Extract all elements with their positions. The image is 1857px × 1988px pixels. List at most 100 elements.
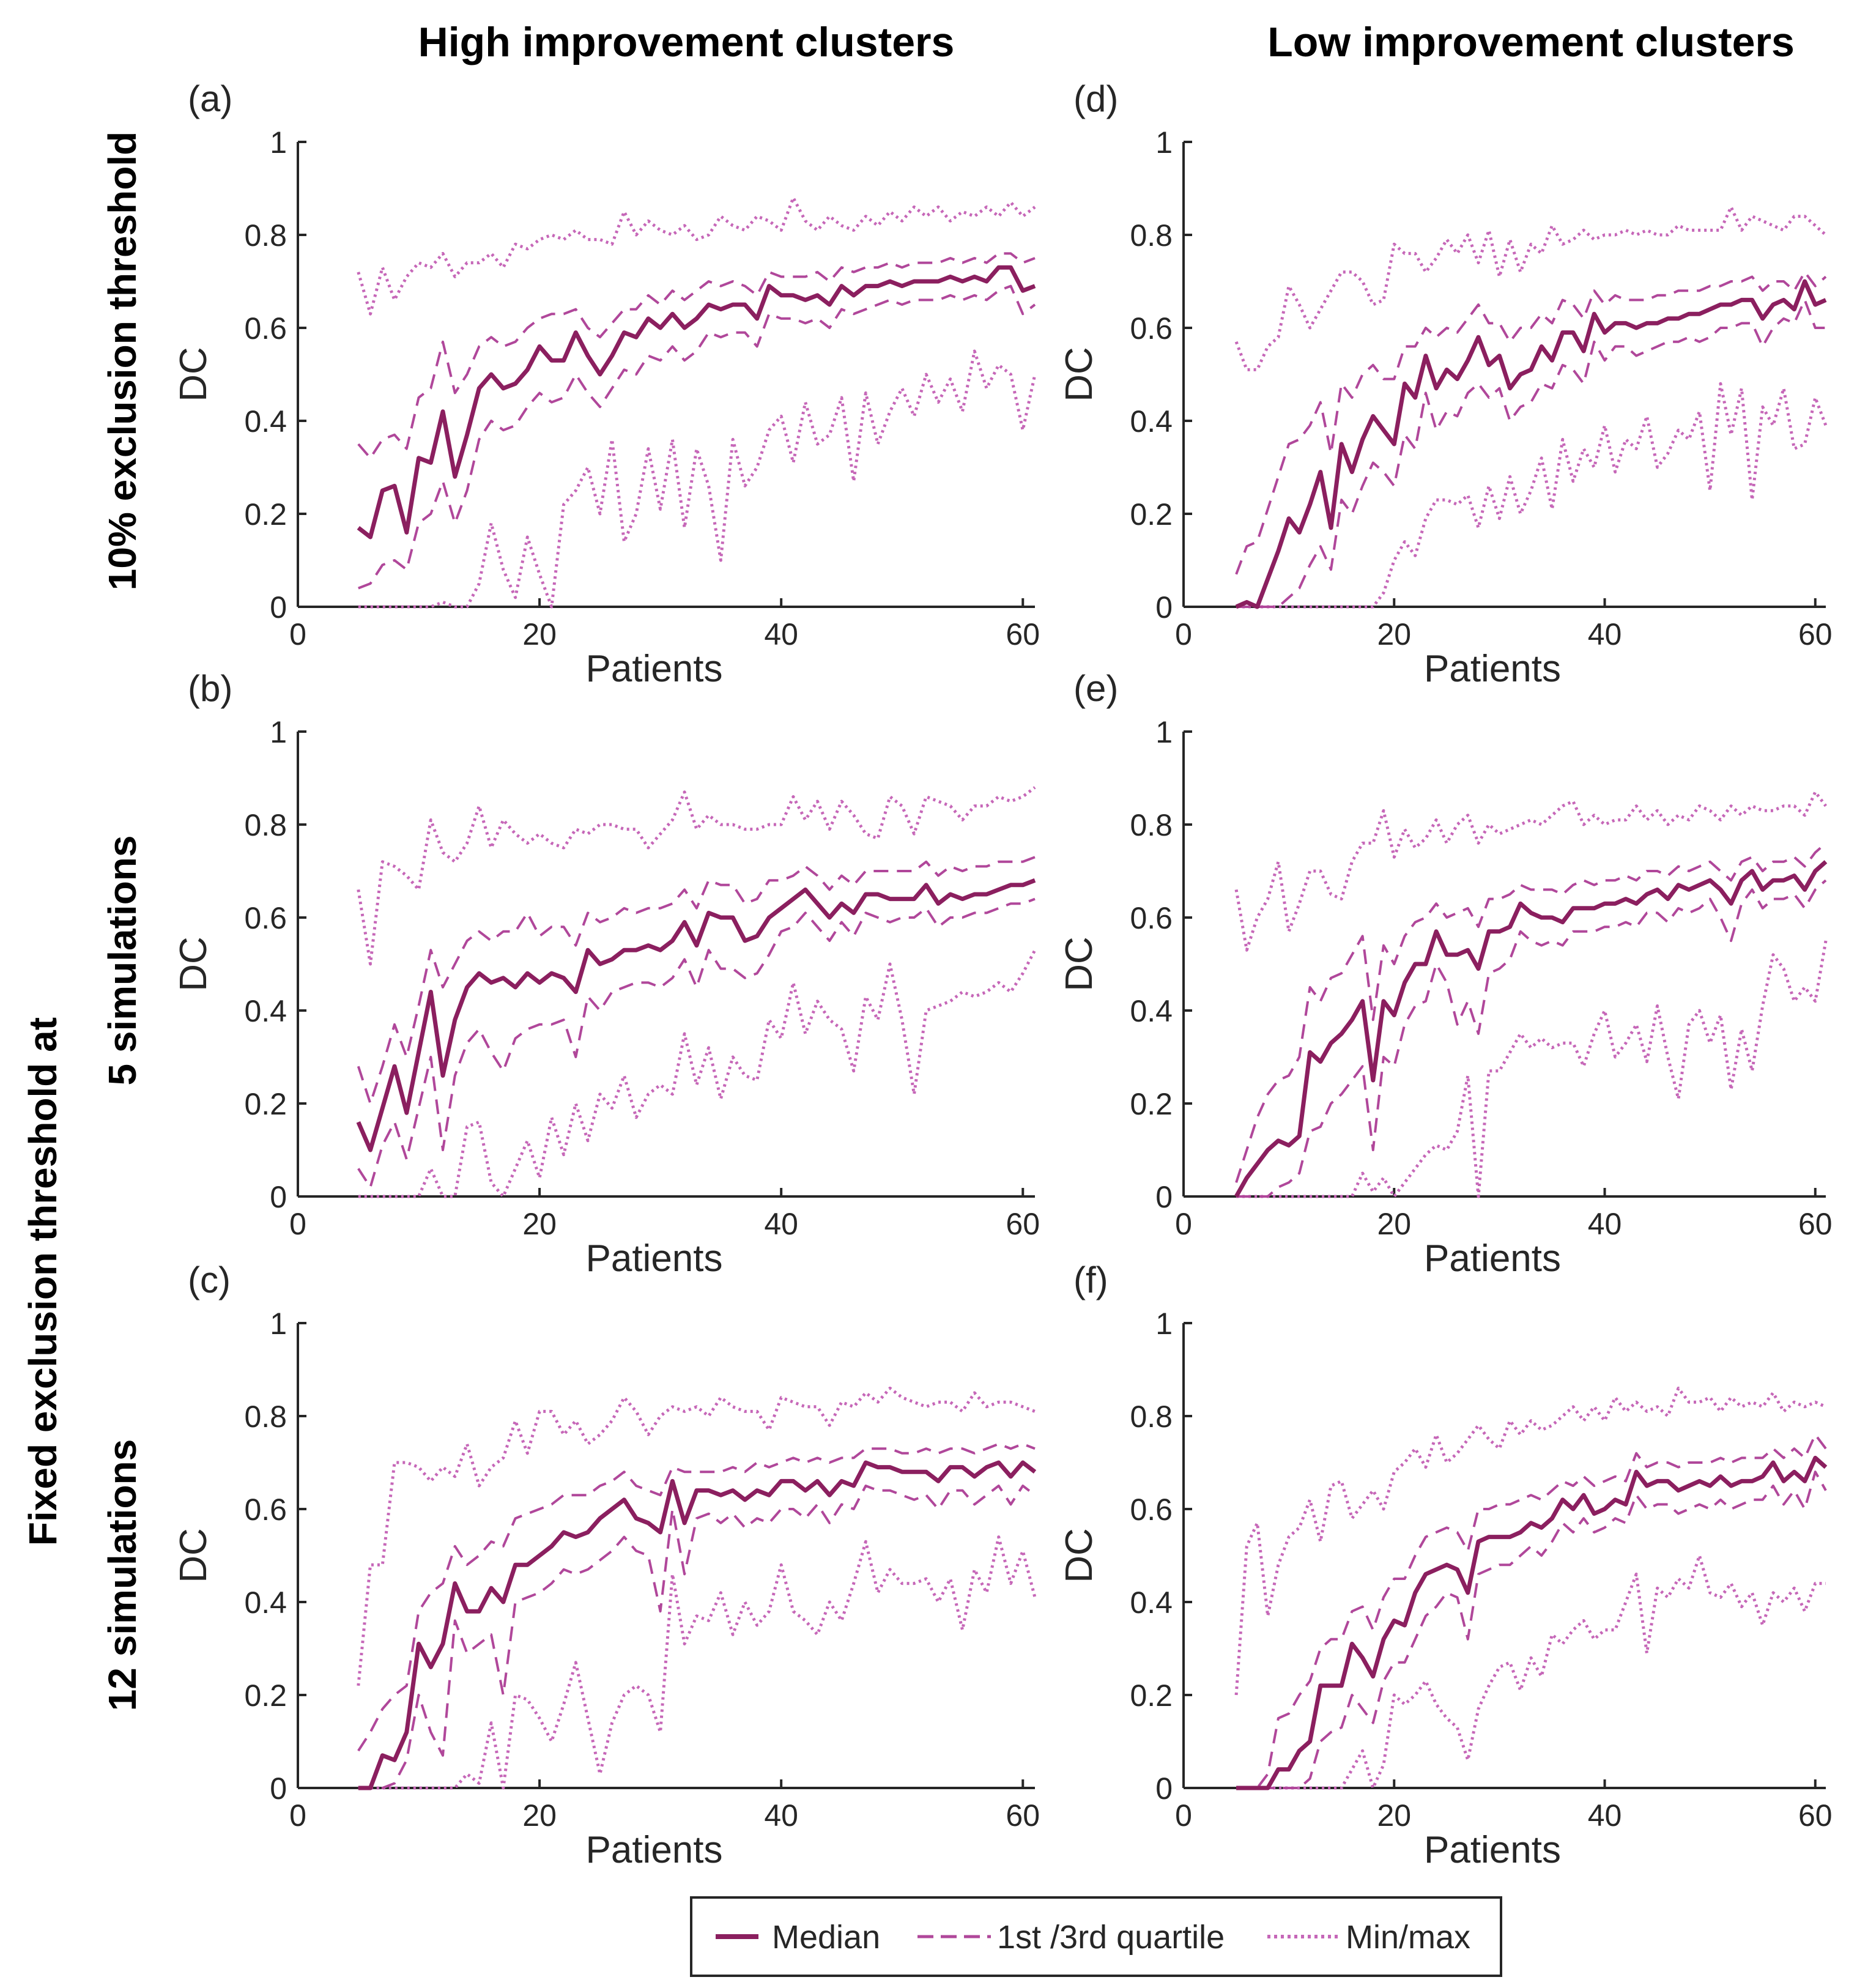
series-quartile-line (357, 252, 1036, 459)
x-tick-label: 60 (1798, 617, 1833, 651)
legend-quartile-label: 1st /3rd quartile (997, 1919, 1225, 1956)
panel-d: 0 0.2 0.4 0.6 0.8 1 0 20 40 60 Patients DC (d) (1058, 78, 1833, 690)
y-tick-label: 0.4 (244, 1586, 287, 1620)
y-tick-label: 1 (1155, 1307, 1173, 1341)
y-tick-label: 0.2 (1130, 1087, 1173, 1121)
y-tick-label: 0.4 (244, 994, 287, 1028)
legend-median-label: Median (772, 1919, 880, 1956)
y-axis-label: DC (172, 347, 215, 402)
series-minmax-line (1236, 1554, 1826, 1790)
series-quartile-line (1235, 270, 1827, 575)
series-quartile-line (1236, 1433, 1827, 1789)
panel-c: 0 0.2 0.4 0.6 0.8 1 0 20 40 60 Patients DC (c) (172, 1259, 1040, 1871)
x-tick-label: 40 (764, 1207, 798, 1241)
y-axis-label: DC (172, 1528, 215, 1583)
y-tick-label: 1 (270, 1307, 287, 1341)
x-tick-label: 20 (522, 1798, 557, 1833)
y-tick-label: 0.4 (244, 404, 287, 439)
series-quartile-line (1236, 299, 1826, 608)
x-tick-label: 0 (289, 1798, 306, 1833)
y-tick-label: 0.8 (1130, 808, 1173, 842)
legend-minmax-label: Min/max (1346, 1919, 1470, 1956)
x-tick-label: 40 (1588, 1207, 1622, 1241)
series-median-line (1236, 1455, 1828, 1790)
series-quartile-line (358, 284, 1036, 590)
series-quartile-line (1236, 879, 1827, 1198)
y-tick-label: 0 (1155, 1180, 1173, 1214)
series-median-line (357, 265, 1036, 540)
x-tick-label: 0 (1175, 617, 1192, 651)
series-minmax-line (358, 349, 1037, 609)
series-quartile-line (357, 897, 1036, 1189)
series-minmax-line (358, 1535, 1037, 1790)
y-tick-label: 0 (1155, 1771, 1173, 1806)
x-tick-label: 40 (1588, 1798, 1622, 1833)
x-axis-label: Patients (1424, 1829, 1561, 1871)
panel-label: (c) (188, 1259, 231, 1300)
series-quartile-line (358, 1485, 1036, 1789)
y-tick-label: 1 (270, 125, 287, 160)
panels: 0 0.2 0.4 0.6 0.8 1 0 20 40 60 Patients DC (a) 0 0.2 0.… (172, 78, 1833, 1871)
x-tick-label: 0 (1175, 1207, 1192, 1241)
row-label-fixed: Fixed exclusion threshold at (21, 1017, 65, 1546)
x-tick-label: 40 (1588, 617, 1622, 651)
x-tick-label: 0 (1175, 1798, 1192, 1833)
x-tick-label: 20 (1377, 1207, 1411, 1241)
y-tick-label: 0.6 (1130, 311, 1173, 346)
y-tick-label: 0.8 (1130, 218, 1173, 253)
x-tick-label: 60 (1006, 1207, 1040, 1241)
y-tick-label: 0.2 (1130, 497, 1173, 532)
x-tick-label: 60 (1006, 1798, 1040, 1833)
y-tick-label: 0.6 (244, 1493, 287, 1527)
y-tick-label: 0.4 (1130, 994, 1173, 1028)
row-label-5sim: 5 simulations (100, 836, 144, 1086)
series-minmax-line (357, 196, 1036, 316)
y-tick-label: 0.2 (1130, 1678, 1173, 1713)
series-quartile-line (1235, 842, 1827, 1183)
y-tick-label: 0.4 (1130, 1586, 1173, 1620)
y-tick-label: 0.2 (244, 497, 287, 532)
y-tick-label: 0.6 (244, 901, 287, 935)
x-tick-label: 20 (1377, 617, 1411, 651)
series-minmax-line (358, 949, 1037, 1198)
row-label-row1: 10% exclusion threshold (100, 132, 144, 590)
y-tick-label: 0 (270, 590, 287, 625)
panel-b: 0 0.2 0.4 0.6 0.8 1 0 20 40 60 Patients DC (b) (172, 668, 1040, 1280)
y-tick-label: 0.2 (244, 1087, 287, 1121)
y-tick-label: 0.8 (244, 1400, 287, 1434)
panel-e: 0 0.2 0.4 0.6 0.8 1 0 20 40 60 Patients DC (e) (1058, 668, 1833, 1280)
y-tick-label: 0.8 (244, 808, 287, 842)
series-minmax-line (1236, 940, 1828, 1198)
y-axis-label: DC (1058, 347, 1100, 402)
y-tick-label: 0.2 (244, 1678, 287, 1713)
x-tick-label: 0 (289, 617, 306, 651)
x-axis-label: Patients (585, 1829, 722, 1871)
y-tick-label: 0.6 (1130, 1493, 1173, 1527)
y-tick-label: 0.8 (1130, 1400, 1173, 1434)
series-quartile-line (357, 1442, 1036, 1752)
y-axis-label: DC (172, 937, 215, 992)
panel-a: 0 0.2 0.4 0.6 0.8 1 0 20 40 60 Patients DC (a) (172, 78, 1040, 690)
x-tick-label: 60 (1798, 1207, 1833, 1241)
y-tick-label: 0.8 (244, 218, 287, 253)
x-tick-label: 0 (289, 1207, 306, 1241)
series-median-line (358, 1460, 1037, 1790)
x-axis-label: Patients (585, 1237, 722, 1280)
panel-label: (f) (1073, 1259, 1108, 1300)
y-tick-label: 0.6 (244, 311, 287, 346)
x-axis-label: Patients (585, 648, 722, 690)
header-left: High improvement clusters (418, 19, 955, 65)
series-minmax-line (1236, 382, 1828, 609)
series-minmax-line (1234, 205, 1827, 371)
series-quartile-line (357, 856, 1036, 1105)
y-axis-label: DC (1058, 1528, 1100, 1583)
series-minmax-line (357, 1386, 1036, 1686)
x-axis-label: Patients (1424, 1237, 1561, 1280)
x-axis-label: Patients (1424, 648, 1561, 690)
header-right: Low improvement clusters (1267, 19, 1795, 65)
legend: Median 1st /3rd quartile Min/max (690, 1896, 1502, 1977)
panel-label: (e) (1073, 668, 1118, 709)
x-tick-label: 60 (1798, 1798, 1833, 1833)
panel-label: (a) (188, 78, 232, 119)
